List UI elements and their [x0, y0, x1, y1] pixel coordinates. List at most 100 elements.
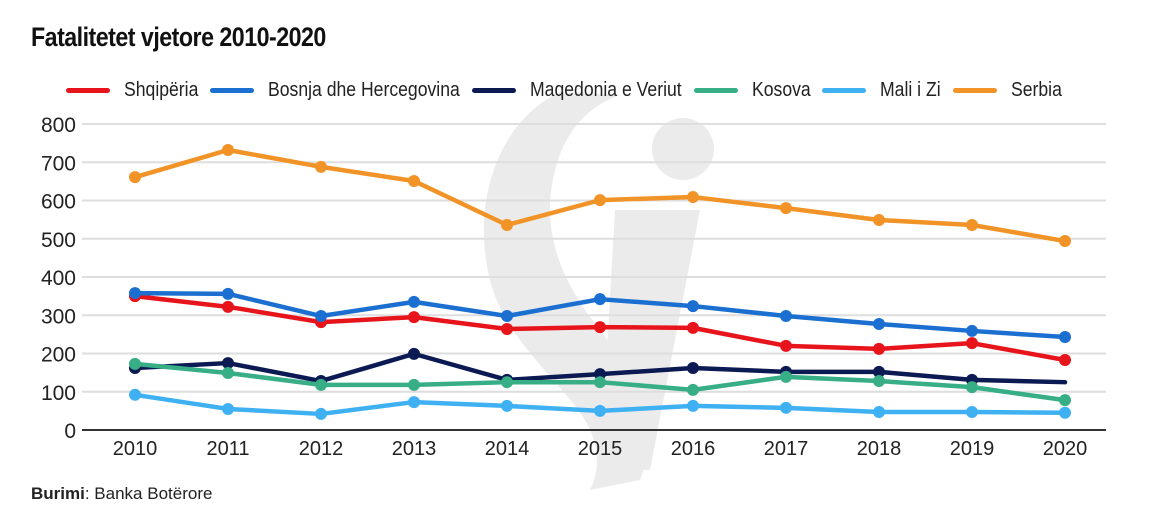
legend-label: Mali i Zi [880, 78, 941, 101]
x-tick-label: 2015 [578, 438, 623, 460]
data-point [780, 339, 792, 352]
legend-item: Bosnja dhe Hercegovina [209, 78, 460, 102]
data-point [966, 324, 978, 337]
data-point [129, 357, 141, 370]
data-point [687, 362, 699, 375]
data-point [966, 218, 978, 231]
data-point [687, 321, 699, 334]
data-point [873, 406, 885, 419]
data-point [129, 171, 141, 184]
data-point [222, 300, 234, 313]
data-point [687, 191, 699, 204]
x-tick-label: 2017 [764, 438, 809, 460]
legend-label: Bosnja dhe Hercegovina [267, 78, 460, 101]
data-point [687, 383, 699, 396]
x-tick-label: 2011 [206, 438, 249, 460]
legend-swatch [209, 87, 254, 93]
y-tick-label: 600 [41, 191, 76, 214]
y-tick-label: 100 [41, 382, 76, 405]
data-point [501, 399, 513, 412]
chart-title: Fatalitetet vjetore 2010-2020 [31, 22, 326, 52]
data-point [222, 367, 234, 380]
x-tick-label: 2014 [485, 438, 530, 460]
legend-item: Mali i Zi [822, 79, 941, 102]
legend-swatch [693, 87, 738, 93]
data-point [315, 160, 327, 173]
data-point [594, 376, 606, 389]
source-separator: : [84, 484, 90, 503]
data-point [1059, 394, 1071, 407]
data-point [315, 378, 327, 391]
data-point [222, 287, 234, 300]
legend-swatch [822, 87, 867, 93]
x-tick-label: 2016 [671, 438, 716, 460]
x-tick-label: 2012 [299, 438, 344, 460]
y-tick-label: 0 [64, 420, 76, 443]
chart-legend: Shqipëria Bosnja dhe Hercegovina Maqedonia… [66, 76, 1073, 104]
data-point [594, 321, 606, 334]
x-tick-label: 2010 [113, 438, 158, 460]
legend-item: Serbia [952, 78, 1062, 102]
y-tick-label: 500 [41, 229, 76, 252]
y-tick-label: 400 [41, 267, 76, 290]
data-point [129, 388, 141, 401]
data-point [780, 401, 792, 414]
legend-label: Maqedonia e Veriut [529, 78, 682, 101]
legend-item: Maqedonia e Veriut [471, 78, 682, 102]
data-point [501, 218, 513, 231]
x-tick-label: 2013 [392, 438, 437, 460]
source-note: Burimi: Banka Botërore [31, 484, 212, 504]
data-point [408, 396, 420, 409]
y-tick-label: 200 [41, 344, 76, 367]
y-tick-label: 300 [41, 305, 76, 328]
legend-item: Kosova [693, 78, 811, 102]
data-point [501, 323, 513, 336]
data-point [594, 404, 606, 417]
data-point [408, 174, 420, 187]
data-point [501, 376, 513, 389]
data-point [129, 287, 141, 300]
data-point [966, 381, 978, 394]
data-point [408, 378, 420, 391]
data-point [687, 399, 699, 412]
data-point [594, 293, 606, 306]
data-point [873, 318, 885, 331]
x-tick-label: 2018 [857, 438, 902, 460]
legend-item: Shqipëria [66, 79, 198, 102]
data-point [1059, 406, 1071, 419]
data-point [780, 370, 792, 383]
data-point [501, 310, 513, 323]
data-point [222, 144, 234, 157]
data-point [594, 194, 606, 207]
data-point [1059, 354, 1071, 367]
legend-label: Kosova [751, 78, 811, 101]
y-tick-label: 800 [41, 114, 76, 137]
data-point [222, 357, 234, 370]
data-point [222, 402, 234, 415]
data-point [873, 342, 885, 355]
legend-label: Serbia [1010, 78, 1062, 101]
data-point [315, 407, 327, 420]
data-point [873, 375, 885, 388]
legend-swatch [952, 87, 997, 93]
data-point [408, 347, 420, 360]
y-tick-label: 700 [41, 152, 76, 175]
legend-label: Shqipëria [124, 78, 199, 101]
legend-swatch [471, 87, 516, 93]
data-point [687, 300, 699, 313]
source-text: Banka Botërore [89, 484, 213, 503]
data-point [780, 202, 792, 215]
data-point [1059, 235, 1071, 248]
data-point [1059, 331, 1071, 344]
data-point [966, 406, 978, 419]
data-point [873, 365, 885, 378]
x-tick-label: 2019 [950, 438, 995, 460]
data-point [780, 310, 792, 323]
data-point [873, 214, 885, 227]
source-label: Burimi [31, 484, 85, 503]
data-point [315, 310, 327, 323]
data-point [966, 337, 978, 350]
data-point [408, 295, 420, 308]
legend-swatch [66, 87, 110, 93]
